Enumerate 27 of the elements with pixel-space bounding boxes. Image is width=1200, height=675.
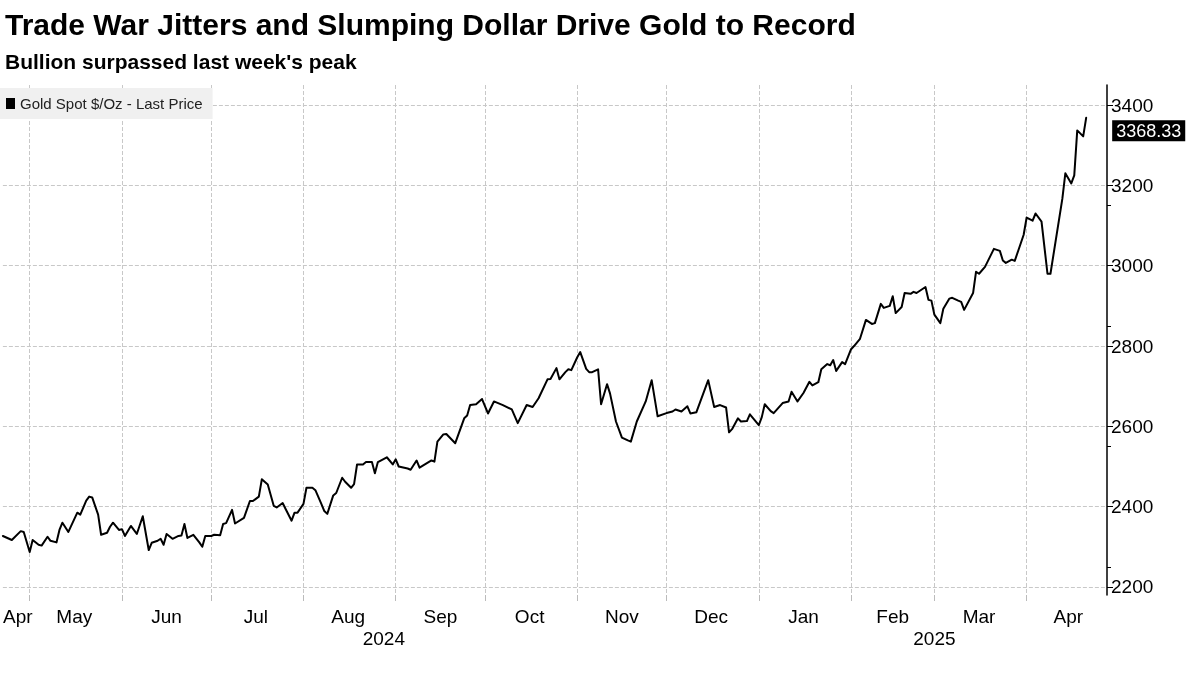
y-tick-label: 2800 [1111,335,1154,357]
legend-label: Gold Spot $/Oz - Last Price [20,95,203,112]
y-tick-label: 3400 [1111,94,1154,116]
x-tick-label: Aug [331,606,366,627]
x2-tick-label: 2024 [362,628,406,649]
y-tick-label: 2200 [1111,576,1154,598]
x-tick-label: Jan [788,606,819,627]
chart-subtitle: Bullion surpassed last week's peak [5,50,357,73]
x-tick-label: Apr [2,606,34,627]
x-tick-label: Jun [151,606,182,627]
chart-title: Trade War Jitters and Slumping Dollar Drive Gold to Record [5,7,856,41]
y-tick-label: 3000 [1111,255,1154,277]
x-tick-label: Feb [876,606,910,627]
y-tick-label: 2600 [1111,415,1154,437]
x-tick-label: Oct [514,606,546,627]
x-tick-label: Dec [694,606,729,627]
x-tick-label: Apr [1053,606,1084,627]
data-label: 3368.33 [1116,120,1182,141]
x-tick-label: Mar [962,606,997,627]
x-tick-label: Jul [243,606,269,627]
y-tick-label: 2400 [1111,496,1154,518]
x2-tick-label: 2025 [913,628,956,649]
y-tick-label: 3200 [1111,174,1154,196]
x-tick-label: Sep [423,606,458,627]
line-series [1,116,1088,554]
x-tick-label: Nov [605,606,640,627]
x-tick-label: May [56,606,93,627]
